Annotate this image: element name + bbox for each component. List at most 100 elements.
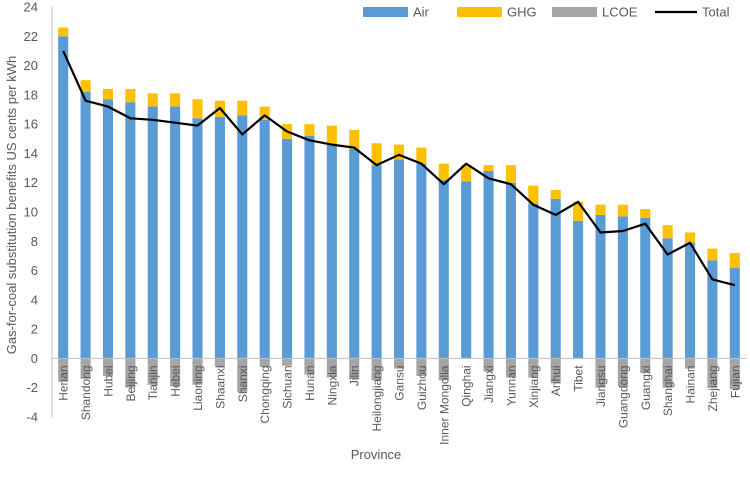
x-tick-label: Shandong: [79, 365, 93, 420]
y-tick-label: 0: [31, 351, 38, 366]
bar-ghg: [170, 93, 181, 107]
bar-air: [662, 238, 673, 359]
bar-ghg: [416, 147, 427, 164]
y-tick-label: 22: [24, 29, 38, 44]
bar-air: [349, 149, 360, 359]
bar-air: [214, 116, 225, 359]
x-tick-label: Jilin: [348, 365, 362, 386]
x-tick-label: Guangdong: [616, 365, 630, 428]
bars: [58, 27, 740, 393]
bar-air: [684, 242, 696, 359]
x-tick-label: Inner Mongolia: [437, 365, 451, 445]
x-tick-label: Hebei: [169, 365, 183, 396]
bar-lcoe: [528, 358, 539, 378]
x-tick-label: Zhejiang: [706, 365, 720, 411]
y-tick-label: 18: [24, 87, 38, 102]
x-axis-tick-labels: Henan Shandong Hubei Beijing Tianjin Hebei Lia…: [57, 365, 743, 445]
bar-air: [371, 165, 382, 359]
legend-swatch-air: [363, 7, 408, 17]
bar-air: [393, 159, 405, 359]
legend: Air GHG LCOE Total: [363, 5, 730, 20]
x-tick-label: Hainan: [684, 365, 698, 403]
bar-lcoe: [237, 358, 248, 393]
y-tick-label: 24: [24, 0, 38, 15]
bar-air: [282, 138, 293, 359]
bar-air: [505, 182, 516, 359]
bar-ghg: [550, 190, 561, 199]
bar-ghg: [483, 165, 494, 171]
x-tick-label: Sichuan: [281, 365, 295, 408]
bar-lcoe: [416, 358, 427, 376]
y-tick-label: -4: [26, 410, 38, 425]
bar-lcoe: [393, 358, 405, 369]
bar-air: [416, 163, 427, 359]
bar-air: [438, 179, 449, 359]
bar-lcoe: [282, 358, 293, 366]
bar-air: [640, 217, 651, 359]
bar-air: [102, 99, 114, 359]
bar-lcoe: [505, 358, 516, 378]
bar-air: [170, 106, 181, 359]
x-tick-label: Shaanxi: [213, 365, 227, 408]
bar-ghg: [707, 248, 718, 261]
bar-ghg: [147, 93, 158, 107]
x-tick-label: Tianjin: [146, 365, 160, 400]
bar-lcoe: [662, 358, 673, 388]
total-line-group: [62, 50, 736, 287]
bar-ghg: [58, 27, 69, 37]
bar-ghg: [326, 125, 337, 145]
bar-ghg: [102, 89, 114, 100]
bar-air: [573, 220, 584, 359]
x-tick-label: Chongqing: [258, 365, 272, 423]
bar-lcoe: [438, 358, 449, 381]
x-tick-label: Heilongjiang: [370, 365, 384, 431]
bar-ghg: [125, 89, 136, 103]
x-tick-label: Gansu: [393, 365, 407, 400]
bar-lcoe: [729, 358, 740, 390]
bar-ghg: [461, 165, 472, 182]
bar-lcoe: [326, 358, 337, 378]
bar-ghg: [438, 163, 449, 180]
y-tick-label: 14: [24, 146, 38, 161]
bar-lcoe: [684, 358, 696, 369]
bar-ghg: [237, 100, 248, 116]
bar-air: [617, 216, 628, 359]
y-tick-label: 6: [31, 263, 38, 278]
x-tick-label: Guangxi: [639, 365, 653, 410]
bar-air: [461, 181, 472, 359]
legend-label-air: Air: [413, 5, 430, 20]
y-tick-label: -2: [26, 380, 38, 395]
bar-lcoe: [304, 358, 315, 375]
bar-ghg: [729, 253, 740, 268]
bar-lcoe: [102, 358, 114, 376]
x-tick-label: Shanxi: [236, 365, 250, 402]
bar-air: [528, 203, 539, 359]
y-axis-title: Gas-for-coal substitution benefits US ce…: [4, 56, 19, 354]
x-tick-label: Yunnan: [504, 365, 518, 406]
bar-lcoe: [371, 358, 382, 381]
bar-lcoe: [595, 358, 606, 388]
x-tick-label: Ningxia: [325, 365, 339, 405]
bar-air: [326, 144, 337, 359]
bar-lcoe: [80, 358, 91, 379]
bar-air: [483, 171, 494, 359]
bar-lcoe: [550, 358, 561, 384]
bar-lcoe: [170, 358, 181, 387]
bar-air: [80, 91, 91, 359]
x-axis-title: Province: [351, 447, 402, 462]
bar-air: [125, 102, 136, 359]
y-tick-label: 12: [24, 175, 38, 190]
bar-ghg: [349, 130, 360, 150]
bar-ghg: [80, 80, 91, 92]
bar-air: [58, 36, 69, 359]
bar-air: [192, 118, 203, 359]
bar-air: [237, 115, 248, 359]
x-tick-label: Hunan: [303, 365, 317, 400]
y-tick-label: 2: [31, 322, 38, 337]
bar-ghg: [595, 204, 606, 215]
bar-air: [729, 267, 740, 359]
legend-swatch-ghg: [457, 7, 502, 17]
y-tick-label: 10: [24, 205, 38, 220]
x-tick-label: Fujian: [728, 365, 742, 398]
